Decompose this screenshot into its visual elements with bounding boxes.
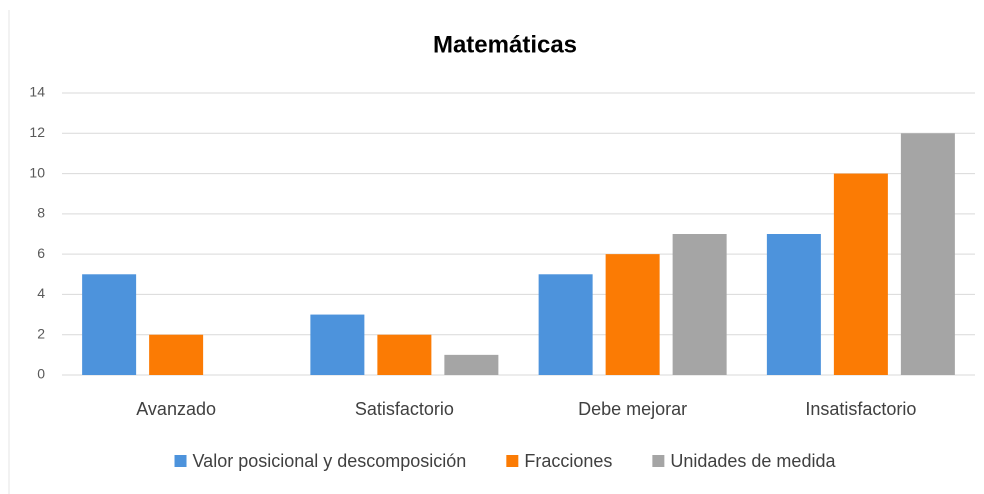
legend-swatch xyxy=(652,455,665,467)
bar xyxy=(672,234,727,375)
y-tick-label: 4 xyxy=(37,285,45,301)
bar xyxy=(444,354,499,375)
bar xyxy=(900,133,955,375)
bar xyxy=(605,254,660,375)
bar xyxy=(766,234,821,375)
y-tick-label: 6 xyxy=(37,245,45,261)
legend-swatch xyxy=(506,455,519,467)
y-tick-label: 0 xyxy=(37,366,45,382)
legend-label: Fracciones xyxy=(524,451,612,471)
legend-label: Valor posicional y descomposición xyxy=(193,451,467,471)
y-tick-label: 14 xyxy=(29,84,45,100)
x-tick-label: Satisfactorio xyxy=(355,399,454,419)
bar xyxy=(149,334,204,375)
bar xyxy=(833,173,888,375)
y-tick-label: 12 xyxy=(29,124,45,140)
legend-label: Unidades de medida xyxy=(670,451,836,471)
chart-title: Matemáticas xyxy=(433,31,577,58)
x-tick-label: Insatisfactorio xyxy=(805,399,916,419)
y-tick-label: 10 xyxy=(29,164,45,180)
x-tick-label: Avanzado xyxy=(136,399,216,419)
bar xyxy=(377,334,432,375)
legend-swatch xyxy=(174,455,187,467)
bar xyxy=(310,314,365,375)
bar xyxy=(82,274,137,375)
x-tick-label: Debe mejorar xyxy=(578,399,687,419)
bar xyxy=(538,274,593,375)
y-tick-label: 8 xyxy=(37,205,45,221)
y-tick-label: 2 xyxy=(37,325,45,341)
